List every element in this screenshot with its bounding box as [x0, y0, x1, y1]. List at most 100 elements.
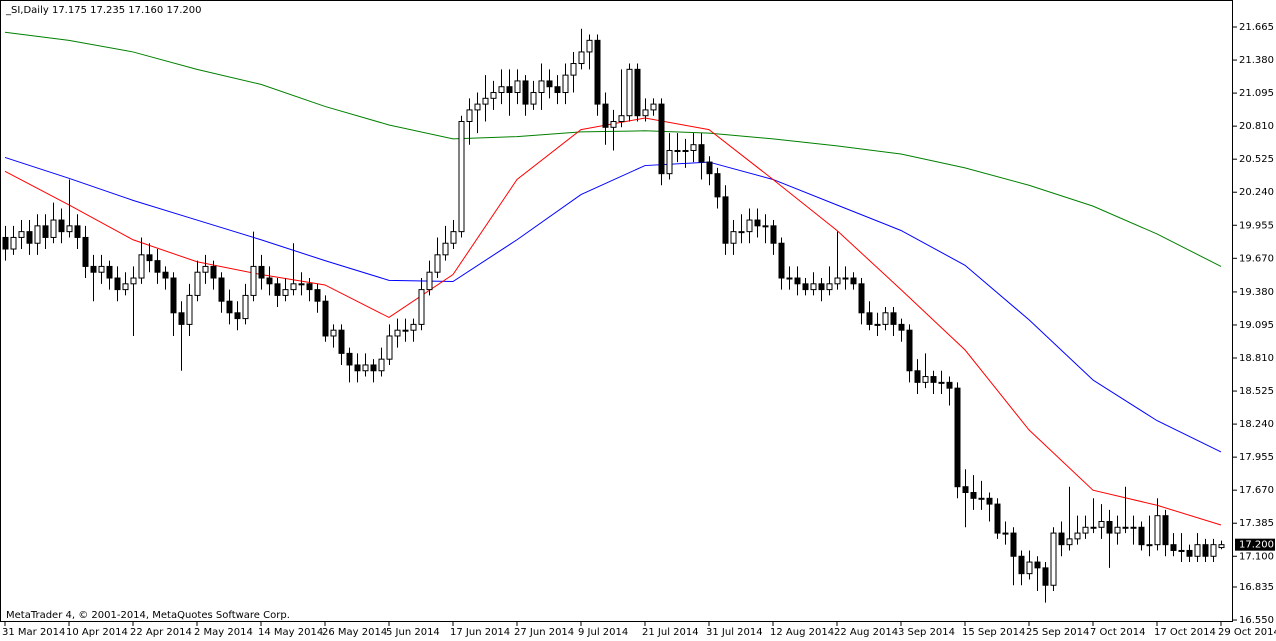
candle-body — [74, 225, 81, 238]
y-tick-label: 19.380 — [1239, 287, 1274, 298]
x-tick-label: 26 May 2014 — [322, 627, 387, 638]
candle-body — [490, 92, 497, 99]
y-tick-label: 21.095 — [1239, 88, 1274, 99]
candle-body — [242, 294, 249, 320]
candle-body — [1218, 544, 1225, 549]
candle-body — [114, 277, 121, 291]
candle-body — [1162, 515, 1169, 546]
candle-body — [994, 503, 1001, 534]
candle-body — [1106, 520, 1113, 534]
candle-body — [954, 387, 961, 488]
candle-body — [1074, 532, 1081, 540]
candle-body — [530, 92, 537, 105]
candle-body — [354, 364, 361, 372]
candle-body — [506, 86, 513, 94]
candle-body — [90, 265, 97, 273]
candle-body — [1122, 526, 1129, 529]
candle-body — [18, 231, 25, 238]
candle-body — [458, 121, 465, 233]
candle-body — [1138, 526, 1145, 546]
candle-body — [1146, 544, 1153, 547]
candle-body — [826, 283, 833, 291]
candle-body — [626, 68, 633, 117]
candle-body — [906, 329, 913, 372]
candle-body — [1170, 544, 1177, 551]
candle-body — [1042, 567, 1049, 586]
candle-body — [1114, 526, 1121, 534]
y-tick-label: 20.810 — [1239, 121, 1274, 132]
candle-body — [682, 149, 689, 152]
candle-body — [138, 254, 145, 279]
candle-body — [914, 370, 921, 383]
candle-body — [658, 103, 665, 175]
candle-body — [434, 254, 441, 273]
y-tick-label: 19.670 — [1239, 253, 1274, 264]
x-tick-label: 27 Jun 2014 — [514, 627, 574, 638]
candle-body — [178, 312, 185, 325]
candle-body — [498, 86, 505, 94]
y-tick-label: 19.095 — [1239, 320, 1274, 331]
candle-body — [466, 109, 473, 123]
candle-body — [162, 271, 169, 279]
candle-body — [66, 225, 73, 233]
candle-body — [1178, 549, 1185, 552]
candle-body — [154, 260, 161, 273]
candle-body — [1130, 526, 1137, 529]
candle-body — [642, 109, 649, 117]
candle-body — [978, 497, 985, 500]
x-tick-label: 22 Aug 2014 — [834, 627, 898, 638]
candle-body — [394, 329, 401, 337]
candle-body — [810, 283, 817, 291]
candle-body — [962, 486, 969, 493]
candle-body — [698, 144, 705, 163]
candle-body — [770, 225, 777, 244]
candle-body — [866, 312, 873, 325]
candle-body — [482, 97, 489, 105]
price-label: 17.200 — [1239, 540, 1274, 551]
x-tick-label: 25 Sep 2014 — [1026, 627, 1089, 638]
candle-body — [1194, 544, 1201, 557]
price-box — [1235, 538, 1275, 551]
candle-body — [306, 283, 313, 291]
candle-body — [578, 51, 585, 65]
y-tick-label: 17.385 — [1239, 518, 1274, 529]
x-tick-label: 2 May 2014 — [194, 627, 253, 638]
candle-body — [194, 271, 201, 296]
chart-title: _SI,Daily 17.175 17.235 17.160 17.200 — [5, 5, 201, 16]
candle-body — [1050, 532, 1057, 586]
candle-body — [618, 115, 625, 123]
candle-body — [890, 312, 897, 325]
footer: MetaTrader 4, © 2001-2014, MetaQuotes So… — [6, 610, 290, 621]
candle-body — [218, 277, 225, 302]
candle-body — [98, 265, 105, 273]
x-tick-label: 14 May 2014 — [258, 627, 323, 638]
candle-body — [266, 277, 273, 285]
y-tick-label: 16.550 — [1239, 615, 1274, 626]
candle-body — [1026, 561, 1033, 575]
candle-body — [106, 265, 113, 279]
candle-body — [930, 376, 937, 383]
candle-body — [706, 161, 713, 175]
candle-body — [362, 364, 369, 372]
candle-body — [42, 225, 49, 238]
candle-body — [346, 352, 353, 366]
candle-body — [946, 381, 953, 389]
plot-frame — [0, 0, 1233, 622]
candle-body — [1002, 532, 1009, 535]
candle-body — [778, 242, 785, 279]
candle-body — [586, 39, 593, 53]
candle-body — [298, 283, 305, 286]
candle-body — [562, 74, 569, 94]
candle-body — [1018, 555, 1025, 575]
y-tick-label: 17.670 — [1239, 485, 1274, 496]
y-tick-label: 18.240 — [1239, 419, 1274, 430]
candle-body — [2, 236, 9, 250]
y-tick-label: 17.100 — [1239, 551, 1274, 562]
candle-body — [330, 329, 337, 337]
candle-body — [594, 39, 601, 105]
x-tick-label: 31 Jul 2014 — [706, 627, 763, 638]
candle-body — [202, 265, 209, 273]
x-tick-label: 31 Mar 2014 — [2, 627, 65, 638]
candle-body — [1082, 526, 1089, 534]
